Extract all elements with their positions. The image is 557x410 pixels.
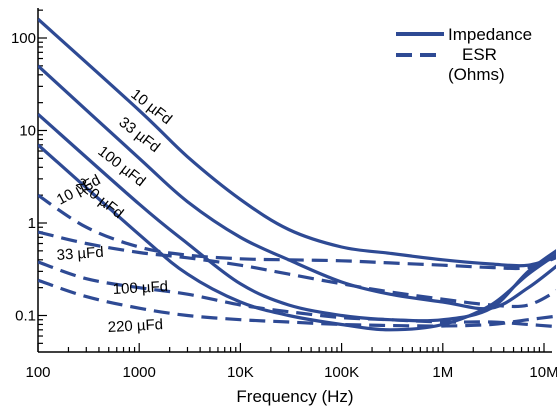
x-tick-label: 10M — [529, 364, 557, 381]
esr-curve-label: 220 µFd — [107, 316, 163, 336]
esr-line-10ufd — [38, 193, 556, 271]
legend-label-esr: ESR (Ohms) — [448, 45, 505, 84]
y-tick-label: 1 — [28, 215, 36, 232]
esr-line-100ufd — [38, 260, 556, 329]
y-tick-label: 100 — [11, 30, 36, 47]
legend-label-line: ESR — [462, 45, 497, 64]
axes-layer — [37, 8, 552, 353]
x-axis-title: Frequency (Hz) — [236, 387, 353, 406]
legend-label-line: (Ohms) — [448, 65, 505, 84]
x-tick-label: 100K — [324, 364, 359, 381]
impedance-line-100ufd — [38, 113, 556, 323]
y-tick-label: 0.1 — [15, 308, 36, 325]
x-tick-label: 1M — [432, 364, 453, 381]
impedance-line-33ufd — [38, 64, 556, 311]
esr-line-220ufd — [38, 278, 556, 328]
impedance-curve-label: 100 µFd — [95, 143, 149, 190]
x-tick-label: 100 — [25, 364, 50, 381]
labels-layer: 100 1000 10K 100K 1M 10M 0.1 1 10 100 Frequency (H… — [11, 30, 557, 406]
legend-label-impedance: Impedance — [448, 25, 532, 44]
esr-curve-label: 100 µFd — [112, 278, 168, 298]
y-tick-label: 10 — [19, 123, 36, 140]
series-layer — [38, 17, 556, 332]
esr-curve-label: 33 µFd — [56, 244, 104, 264]
esr-line-33ufd — [38, 230, 556, 309]
impedance-line-10ufd — [38, 17, 556, 268]
x-tick-label: 10K — [227, 364, 254, 381]
x-tick-label: 1000 — [123, 364, 156, 381]
